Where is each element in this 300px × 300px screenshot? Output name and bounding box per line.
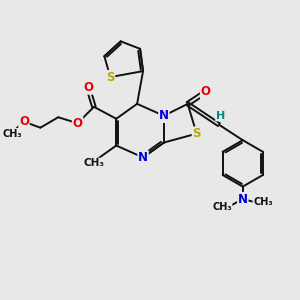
Text: N: N [138, 151, 148, 164]
Text: CH₃: CH₃ [212, 202, 232, 212]
Text: O: O [19, 115, 29, 128]
Text: S: S [192, 127, 201, 140]
Text: O: O [83, 81, 93, 94]
Text: CH₃: CH₃ [2, 129, 22, 139]
Text: CH₃: CH₃ [83, 158, 104, 168]
Text: H: H [216, 111, 225, 121]
Text: N: N [238, 193, 248, 206]
Text: CH₃: CH₃ [253, 197, 273, 207]
Text: N: N [159, 109, 169, 122]
Text: O: O [201, 85, 211, 98]
Text: O: O [73, 117, 82, 130]
Text: S: S [106, 70, 115, 84]
